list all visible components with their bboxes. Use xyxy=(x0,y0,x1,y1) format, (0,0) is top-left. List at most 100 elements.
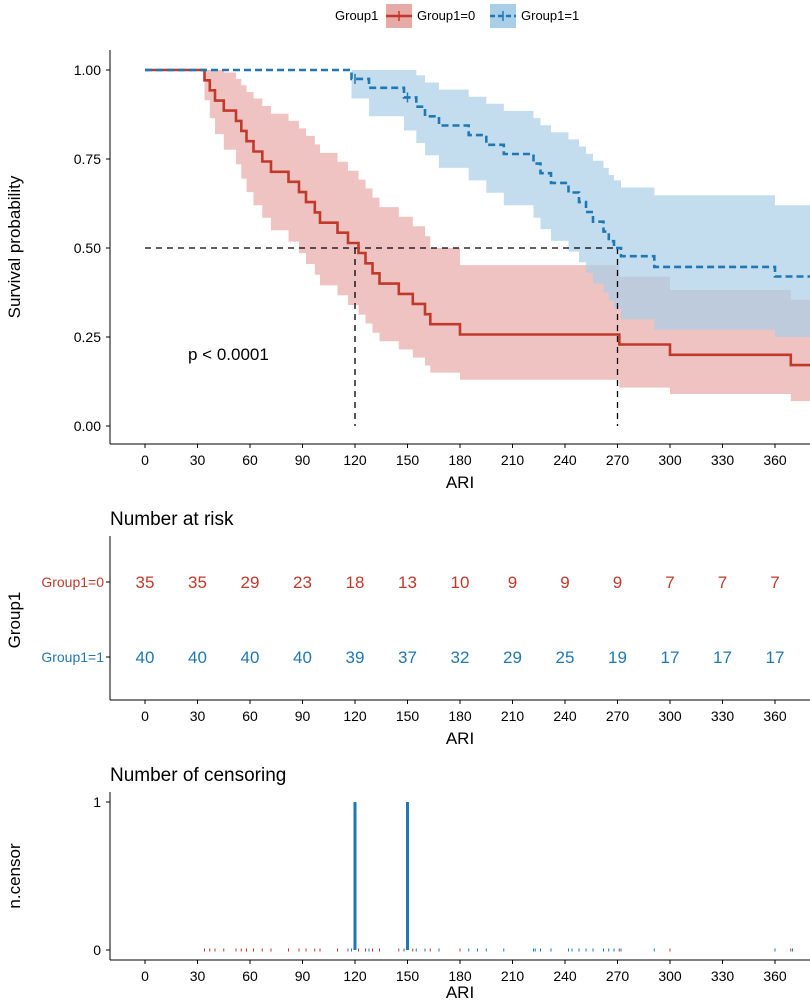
risk-table-title: Number at risk xyxy=(110,509,234,530)
survival-y-ticks: 0.00 0.25 0.50 0.75 1.00 xyxy=(74,62,110,434)
risk-row-label-group1: Group1=1 xyxy=(41,649,104,665)
survival-x-tick-label: 180 xyxy=(448,452,472,468)
legend-title: Group1 xyxy=(335,8,378,23)
censor-x-tick-label: 60 xyxy=(242,968,258,984)
risk-value-Group1=1: 40 xyxy=(293,648,312,667)
risk-value-Group1=0: 35 xyxy=(188,573,207,592)
risk-x-tick-label: 150 xyxy=(396,708,420,724)
risk-value-Group1=0: 35 xyxy=(136,573,155,592)
survival-plot: 0.00 0.25 0.50 0.75 1.00 0 30 60 90 120 150 180 210… xyxy=(5,50,810,492)
risk-x-tick-label: 120 xyxy=(343,708,367,724)
risk-x-tick-label: 270 xyxy=(606,708,630,724)
survival-x-tick-label: 60 xyxy=(242,452,258,468)
censor-x-tick-label: 330 xyxy=(711,968,735,984)
risk-x-tick-label: 0 xyxy=(141,708,149,724)
survival-x-tick-label: 240 xyxy=(553,452,577,468)
risk-value-Group1=0: 9 xyxy=(613,573,622,592)
censoring-plot: Number of censoring 01 0 30 60 90 120 150 180 2… xyxy=(5,765,810,1002)
survival-x-label: ARI xyxy=(446,473,474,492)
censor-bars xyxy=(353,802,409,950)
survival-x-ticks: 0 30 60 90 120 150 180 210 240 270 300 330 360 xyxy=(141,444,787,468)
risk-value-Group1=1: 32 xyxy=(451,648,470,667)
censor-y-tick-label: 1 xyxy=(93,794,101,810)
survival-x-tick-label: 210 xyxy=(501,452,525,468)
confidence-bands xyxy=(145,70,810,402)
censor-x-tick-label: 120 xyxy=(343,968,367,984)
survival-curve-Group1=0 xyxy=(145,68,810,367)
risk-x-tick-label: 330 xyxy=(711,708,735,724)
risk-value-Group1=0: 18 xyxy=(346,573,365,592)
survival-y-tick-label: 0.75 xyxy=(74,151,101,167)
risk-x-label: ARI xyxy=(446,729,474,748)
risk-x-ticks: 0 30 60 90 120 150 180 210 240 270 300 330 360 xyxy=(141,700,787,724)
censor-x-tick-label: 150 xyxy=(396,968,420,984)
risk-x-tick-label: 60 xyxy=(242,708,258,724)
survival-y-tick-label: 0.25 xyxy=(74,329,101,345)
survival-x-tick-label: 330 xyxy=(711,452,735,468)
censor-event-ticks xyxy=(204,948,793,952)
risk-value-Group1=0: 10 xyxy=(451,573,470,592)
legend-label-group0: Group1=0 xyxy=(417,8,475,23)
risk-value-Group1=1: 17 xyxy=(713,648,732,667)
censor-y-ticks: 01 xyxy=(93,794,110,958)
censor-x-tick-label: 0 xyxy=(141,968,149,984)
legend: Group1 Group1=0 Group1=1 xyxy=(335,4,579,28)
censor-y-tick-label: 0 xyxy=(93,942,101,958)
risk-value-Group1=1: 40 xyxy=(188,648,207,667)
survival-y-tick-label: 0.00 xyxy=(74,418,101,434)
risk-value-Group1=1: 37 xyxy=(398,648,417,667)
risk-x-tick-label: 360 xyxy=(763,708,787,724)
risk-value-Group1=1: 17 xyxy=(661,648,680,667)
risk-value-Group1=0: 29 xyxy=(241,573,260,592)
survival-x-tick-label: 90 xyxy=(295,452,311,468)
survival-x-tick-label: 300 xyxy=(658,452,682,468)
risk-x-tick-label: 300 xyxy=(658,708,682,724)
censor-x-tick-label: 90 xyxy=(295,968,311,984)
risk-value-Group1=0: 13 xyxy=(398,573,417,592)
risk-value-Group1=0: 9 xyxy=(508,573,517,592)
risk-x-tick-label: 240 xyxy=(553,708,577,724)
risk-value-Group1=1: 40 xyxy=(241,648,260,667)
survival-y-tick-label: 0.50 xyxy=(74,240,101,256)
risk-value-Group1=0: 9 xyxy=(560,573,569,592)
censor-x-tick-label: 270 xyxy=(606,968,630,984)
risk-value-Group1=1: 40 xyxy=(136,648,155,667)
risk-value-Group1=0: 23 xyxy=(293,573,312,592)
risk-y-label: Group1 xyxy=(5,592,24,649)
censoring-title: Number of censoring xyxy=(110,765,286,786)
risk-x-tick-label: 90 xyxy=(295,708,311,724)
p-value-annotation: p < 0.0001 xyxy=(188,345,269,364)
censor-x-tick-label: 180 xyxy=(448,968,472,984)
survival-x-tick-label: 30 xyxy=(190,452,206,468)
confidence-band-Group1=1 xyxy=(145,70,810,337)
risk-value-Group1=0: 7 xyxy=(718,573,727,592)
risk-value-Group1=0: 7 xyxy=(665,573,674,592)
risk-x-tick-label: 210 xyxy=(501,708,525,724)
risk-value-Group1=1: 19 xyxy=(608,648,627,667)
survival-x-tick-label: 360 xyxy=(763,452,787,468)
legend-label-group1: Group1=1 xyxy=(521,8,579,23)
censor-x-tick-label: 210 xyxy=(501,968,525,984)
censor-x-tick-label: 240 xyxy=(553,968,577,984)
survival-curve-Group1=1 xyxy=(145,68,810,278)
risk-value-Group1=1: 39 xyxy=(346,648,365,667)
survival-y-tick-label: 1.00 xyxy=(74,62,101,78)
survival-x-tick-label: 0 xyxy=(141,452,149,468)
survival-x-tick-label: 270 xyxy=(606,452,630,468)
median-lines xyxy=(145,247,619,426)
risk-table: Number at risk Group1=0 Group1=1 35 35 29 2… xyxy=(5,509,810,748)
risk-value-Group1=1: 25 xyxy=(556,648,575,667)
risk-values: 35 35 29 23 18 13 10 9 9 9 7 7 7 40 40 40 40 39 37 32 29 25 19… xyxy=(136,573,785,667)
censor-x-tick-label: 360 xyxy=(763,968,787,984)
risk-value-Group1=0: 7 xyxy=(770,573,779,592)
censor-y-label: n.censor xyxy=(5,843,24,909)
survival-x-tick-label: 150 xyxy=(396,452,420,468)
survival-x-tick-label: 120 xyxy=(343,452,367,468)
censor-x-tick-label: 300 xyxy=(658,968,682,984)
risk-value-Group1=1: 29 xyxy=(503,648,522,667)
survival-curves xyxy=(145,68,810,367)
risk-x-tick-label: 180 xyxy=(448,708,472,724)
risk-value-Group1=1: 17 xyxy=(766,648,785,667)
survival-y-label: Survival probability xyxy=(5,175,24,318)
